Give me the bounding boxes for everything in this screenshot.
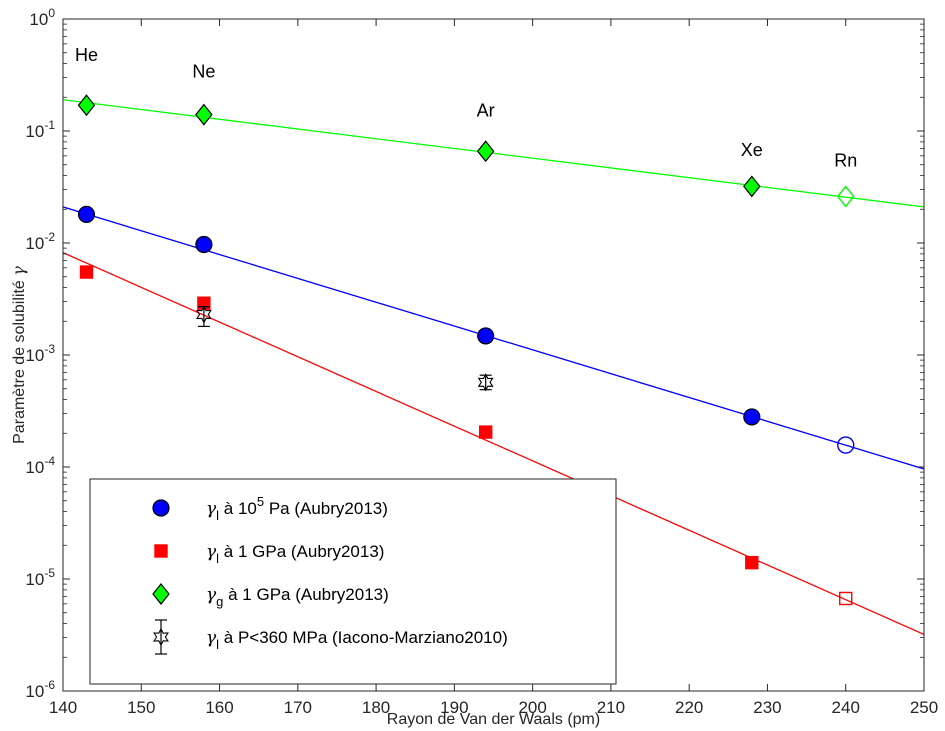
- star-point: [195, 305, 212, 324]
- legend-label: γl à 105 Pa (Aubry2013): [206, 494, 388, 523]
- x-tick-label: 140: [49, 698, 77, 717]
- element-label: Rn: [834, 151, 857, 171]
- square-open-point: [839, 591, 853, 606]
- x-tick-label: 150: [127, 698, 155, 717]
- y-tick-label: 10-4: [25, 454, 55, 477]
- fit-line-square: [63, 252, 924, 636]
- x-tick-label: 160: [205, 698, 233, 717]
- diamond-open-point: [836, 185, 855, 208]
- x-tick-label: 210: [597, 698, 625, 717]
- circle-point: [743, 408, 761, 426]
- diamond-point: [77, 94, 96, 117]
- x-tick-label: 240: [832, 698, 860, 717]
- circle-open-point: [837, 436, 855, 454]
- element-label: Ne: [192, 62, 215, 82]
- element-labels: He Ne Ar Xe Rn: [75, 45, 857, 171]
- legend-marker-diamond: [152, 583, 170, 605]
- y-axis-title: Paramètre de solubilité γ: [9, 266, 28, 444]
- legend: γl à 105 Pa (Aubry2013) γl à 1 GPa (Aubry…: [89, 478, 617, 685]
- x-tick-label: 250: [910, 698, 938, 717]
- x-tick-label: 230: [753, 698, 781, 717]
- legend-marker-star: [153, 627, 169, 647]
- circle-point: [477, 327, 495, 345]
- data-markers: [77, 94, 855, 606]
- star-point: [477, 373, 494, 392]
- square-point: [745, 555, 759, 570]
- x-tick-label: 180: [362, 698, 390, 717]
- y-tick-label: 10-1: [25, 118, 55, 141]
- legend-box: [89, 478, 617, 685]
- square-point: [478, 425, 493, 439]
- legend-label: γl à P<360 MPa (Iacono-Marziano2010): [206, 628, 508, 652]
- x-axis-title: Rayon de Van der Waals (pm): [387, 711, 600, 728]
- y-tick-label: 10-2: [25, 230, 55, 253]
- x-tick-label: 220: [675, 698, 703, 717]
- y-tick-label: 10-3: [25, 342, 55, 365]
- x-tick-label: 170: [284, 698, 312, 717]
- axes: 140 150 160 170 180 190 200 210 220 230 240 250 10-6…: [9, 6, 938, 728]
- element-label: Xe: [741, 140, 763, 160]
- circle-point: [77, 205, 96, 224]
- legend-marker-circle: [152, 499, 170, 517]
- y-tick-label: 10-6: [25, 678, 55, 701]
- square-point: [79, 265, 94, 279]
- legend-label: γl à 1 GPa (Aubry2013): [206, 542, 384, 566]
- legend-label: γg à 1 GPa (Aubry2013): [206, 585, 389, 609]
- element-label: He: [75, 45, 98, 65]
- legend-marker-square: [154, 544, 168, 558]
- x-tick-label: 190: [440, 698, 468, 717]
- diamond-point: [195, 103, 213, 126]
- y-tick-label: 10-5: [25, 566, 55, 589]
- diamond-point: [743, 175, 761, 198]
- y-tick-label: 100: [29, 6, 55, 29]
- x-tick-label: 200: [518, 698, 546, 717]
- diamond-point: [476, 140, 495, 163]
- circle-point: [195, 235, 213, 254]
- element-label: Ar: [477, 100, 495, 120]
